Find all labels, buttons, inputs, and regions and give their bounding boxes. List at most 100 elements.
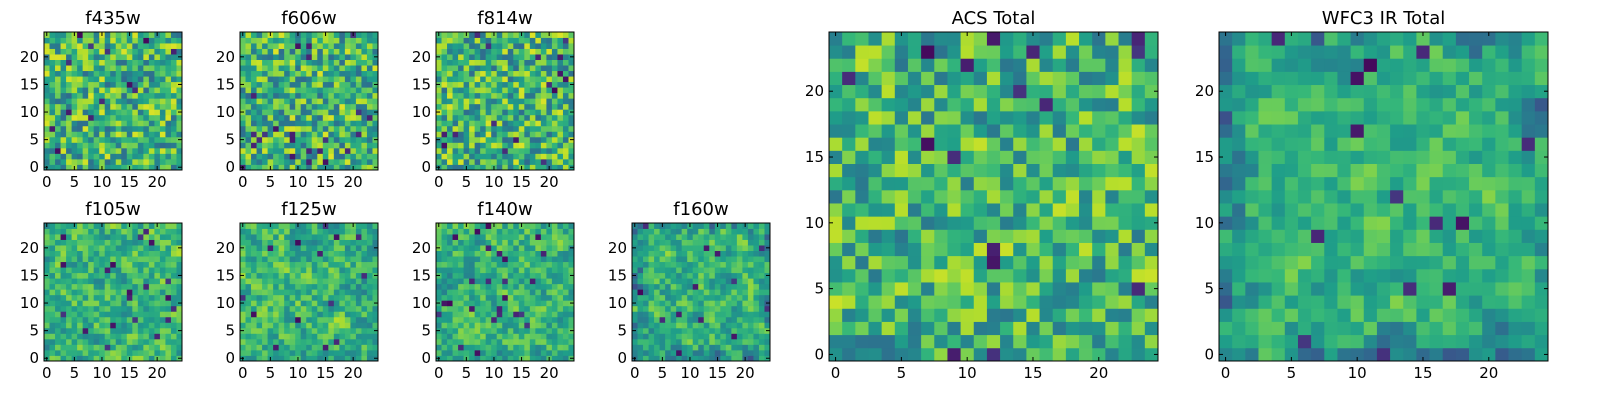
heatmap-cell [659,333,666,340]
heatmap-cell [115,272,122,279]
heatmap-cell [176,103,183,110]
x-tick-label: 20 [540,364,559,382]
heatmap-cell [289,120,296,127]
heatmap-cell [960,321,975,336]
heatmap-cell [366,125,373,132]
heatmap-cell [165,250,172,257]
heatmap-cell [452,316,459,323]
heatmap-cell [868,163,883,178]
heatmap-cell [496,311,503,318]
heatmap-cell [289,153,296,160]
heatmap-cell [698,272,705,279]
heatmap-cell [295,250,302,257]
heatmap-cell [245,300,252,307]
heatmap-cell [99,256,106,263]
heatmap-cell [137,239,144,246]
heatmap-cell [361,289,368,296]
heatmap-cell [447,294,453,301]
heatmap-cell [350,37,357,44]
heatmap-cell [284,164,291,171]
heatmap-cell [507,59,514,66]
heatmap-cell [104,245,111,251]
heatmap-cell [842,203,856,217]
heatmap-cell [350,142,357,149]
heatmap-cell [463,278,470,285]
heatmap-cell [518,103,525,110]
heatmap-cell [502,70,509,77]
heatmap-cell [648,256,655,263]
heatmap-cell [278,333,285,340]
heatmap-cell [529,344,536,351]
heatmap-cell [540,43,547,49]
heatmap-cell [256,54,263,60]
heatmap-cell [66,109,72,116]
heatmap-cell [99,43,106,49]
heatmap-cell [126,272,133,279]
heatmap-cell [720,316,727,323]
heatmap-cell [485,267,492,274]
heatmap-cell [562,48,569,55]
heatmap-cell [747,355,754,362]
heatmap-cell [507,136,514,143]
heatmap-cell [842,229,856,243]
heatmap-cell [551,48,558,55]
heatmap-cell [491,256,498,263]
heatmap-cell [88,114,95,121]
heatmap-cell [907,347,922,362]
heatmap-cell [289,294,296,301]
heatmap-cell [317,272,324,279]
heatmap-cell [93,338,100,345]
heatmap-cell [540,114,547,121]
heatmap-cell [447,109,453,116]
heatmap-cell [447,54,453,60]
heatmap-cell [306,114,313,121]
heatmap-cell [747,228,754,235]
heatmap-cell [170,59,177,66]
heatmap-cell [317,311,324,318]
heatmap-cell [491,125,498,132]
heatmap-cell [441,294,448,301]
heatmap-cell [496,32,503,38]
heatmap-cell [148,267,155,274]
heatmap-cell [637,245,644,251]
heatmap-cell [502,92,509,99]
heatmap-cell [736,234,743,240]
heatmap-cell [77,256,84,263]
heatmap-cell [1144,176,1159,191]
heatmap-cell [328,158,335,165]
heatmap-cell [502,65,509,72]
heatmap-cell [88,261,95,268]
heatmap-cell [546,294,553,301]
heatmap-cell [366,136,373,143]
heatmap-cell [88,87,95,94]
heatmap-cell [458,294,464,301]
heatmap-cell [452,158,459,165]
heatmap-cell [681,349,688,356]
heatmap-cell [1026,334,1040,349]
heatmap-cell [469,87,476,94]
heatmap-cell [355,81,362,88]
heatmap-cell [372,294,379,301]
heatmap-cell [121,131,128,138]
heatmap-cell [350,311,357,318]
heatmap-cell [485,289,492,296]
heatmap-cell [165,131,172,138]
heatmap-cell [1065,163,1080,178]
heatmap-cell [71,245,78,251]
heatmap-cell [687,322,694,329]
heatmap-cell [322,37,329,44]
heatmap-cell [643,261,649,268]
heatmap-cell [339,261,346,268]
heatmap-cell [126,289,133,296]
heatmap-cell [77,131,84,138]
heatmap-cell [1079,308,1093,322]
heatmap-cell [557,311,564,318]
heatmap-cell [687,294,694,301]
heatmap-cell [366,54,373,60]
heatmap-cell [322,114,329,121]
heatmap-cell [637,344,644,351]
heatmap-cell [452,114,459,121]
heatmap-cell [115,158,122,165]
heatmap-cell [60,131,67,138]
